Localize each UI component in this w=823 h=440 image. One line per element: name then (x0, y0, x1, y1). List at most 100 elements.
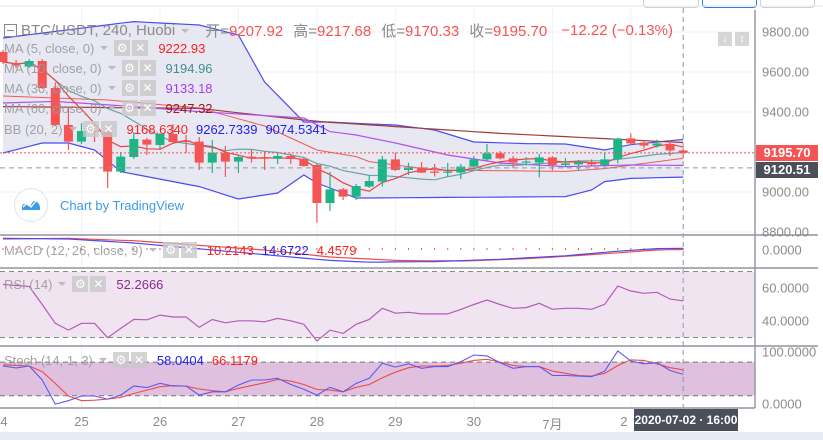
indicator-label[interactable]: MA (5, close, 0) (4, 40, 95, 56)
indicator-value: 52.2666 (116, 276, 164, 292)
ohlc-value: 9207.92 (229, 23, 284, 40)
candle-body (155, 134, 165, 145)
gear-icon[interactable]: ⚙ (82, 121, 99, 137)
candle-body (377, 159, 387, 182)
candle-body (220, 152, 230, 162)
candle (351, 184, 361, 200)
price-axis-label: 9600.00 (762, 64, 809, 80)
indicator-label[interactable]: MA (30, close, 0) (4, 80, 102, 96)
candle-body (574, 162, 584, 165)
time-axis-label: 2 (620, 414, 628, 429)
gear-icon[interactable]: ⚙ (121, 60, 138, 76)
candle (142, 138, 152, 155)
candle (430, 164, 440, 177)
candle-body (247, 156, 257, 159)
gear-icon[interactable]: ⚙ (121, 80, 138, 96)
close-icon[interactable]: ✕ (132, 40, 149, 56)
chevron-down-icon[interactable] (107, 106, 116, 110)
candle-body (273, 156, 283, 159)
chevron-down-icon[interactable] (107, 86, 116, 90)
indicator-label[interactable]: MA (10, close, 0) (4, 60, 102, 76)
candle (37, 59, 47, 89)
gear-icon[interactable]: ⚙ (72, 276, 89, 292)
chevron-down-icon[interactable] (58, 282, 67, 286)
chevron-down-icon[interactable] (68, 127, 77, 131)
gear-icon[interactable]: ⚙ (112, 352, 129, 368)
arrows-vertical-icon[interactable]: ↕ (735, 32, 749, 46)
candle-body (364, 181, 374, 187)
minus-square-icon[interactable] (4, 24, 17, 37)
candle (574, 160, 584, 171)
tradingview-watermark[interactable]: Chart by TradingView (14, 188, 184, 222)
candle-body (508, 158, 518, 163)
candle (194, 137, 204, 170)
candle (587, 159, 597, 166)
ma30-line (2, 100, 684, 168)
ohlc-label: 收= (469, 23, 493, 40)
ma-legend: MA (10, close, 0) ⚙ ✕ 9194.96 (4, 60, 213, 76)
indicator-label[interactable]: Stoch (14, 1, 3) (4, 352, 93, 368)
ohlc-value: 9217.68 (317, 23, 372, 40)
chevron-down-icon[interactable] (148, 248, 157, 252)
indicator-label[interactable]: MACD (12, 26, close, 9) (4, 242, 143, 258)
ohlc-value: 9195.70 (493, 23, 548, 40)
candle (220, 146, 230, 177)
chevron-down-icon[interactable] (107, 66, 116, 70)
price-axis-label: 8800.00 (762, 224, 809, 240)
candle (155, 133, 165, 149)
candle (76, 123, 86, 144)
indicator-label[interactable]: RSI (14) (4, 276, 53, 292)
close-icon[interactable]: ✕ (180, 242, 197, 258)
candle (639, 140, 649, 149)
close-icon[interactable]: ✕ (130, 352, 147, 368)
top-toolbar-button[interactable] (643, 0, 699, 8)
ohlc-label: 高= (293, 23, 317, 40)
bb-legend: BB (20, 2) ⚙ ✕ 9168.6340 9262.7339 9074.5341 (4, 121, 327, 137)
gear-icon[interactable]: ⚙ (114, 40, 131, 56)
indicator-label[interactable]: BB (20, 2) (4, 121, 63, 137)
indicator-value: 58.0404 (156, 352, 204, 368)
ohlc-value: 9170.33 (405, 23, 460, 40)
candle-body (456, 166, 466, 173)
indicator-label[interactable]: MA (60, close, 0) (4, 100, 102, 116)
candle-body (626, 138, 636, 144)
ma-legend: MA (30, close, 0) ⚙ ✕ 9133.18 (4, 80, 213, 96)
candle-body (76, 131, 86, 142)
close-icon[interactable]: ✕ (139, 80, 156, 96)
gear-icon[interactable]: ⚙ (121, 100, 138, 116)
last-price-tag: 9195.70 (756, 144, 818, 161)
ma-legend: MA (60, close, 0) ⚙ ✕ 9247.32 (4, 100, 213, 116)
chevron-down-icon[interactable] (181, 28, 190, 33)
gear-icon[interactable]: ⚙ (162, 242, 179, 258)
price-axis-label: 9800.00 (762, 24, 809, 40)
close-icon[interactable]: ✕ (139, 100, 156, 116)
indicator-value: 9262.7339 (195, 121, 258, 137)
candle (377, 156, 387, 187)
top-toolbar-button[interactable] (760, 0, 815, 8)
candle (508, 156, 518, 168)
ohlc-label: 开= (205, 23, 229, 40)
stoch-axis-label: 0.0000 (762, 396, 802, 412)
candle (456, 164, 466, 179)
candle (390, 152, 400, 171)
stoch-k-line (2, 350, 684, 405)
close-icon[interactable]: ✕ (90, 276, 107, 292)
top-toolbar-button-active[interactable] (702, 0, 757, 8)
arrow-down-icon[interactable]: ↓ (718, 32, 732, 46)
candle-body (11, 63, 21, 66)
indicator-value: 10.2143 (206, 242, 254, 258)
candle-body (207, 152, 217, 163)
candle (338, 188, 348, 200)
indicator-value: 9194.96 (165, 60, 213, 76)
close-icon[interactable]: ✕ (100, 121, 117, 137)
candle (534, 154, 544, 178)
candle (24, 59, 34, 68)
close-icon[interactable]: ✕ (139, 60, 156, 76)
symbol-title[interactable]: BTC/USDT, 240, Huobi (21, 22, 176, 39)
candle-body (286, 156, 296, 159)
chevron-down-icon[interactable] (100, 46, 109, 50)
candle-body (260, 157, 270, 159)
chevron-down-icon[interactable] (98, 358, 107, 362)
candle (260, 151, 270, 170)
